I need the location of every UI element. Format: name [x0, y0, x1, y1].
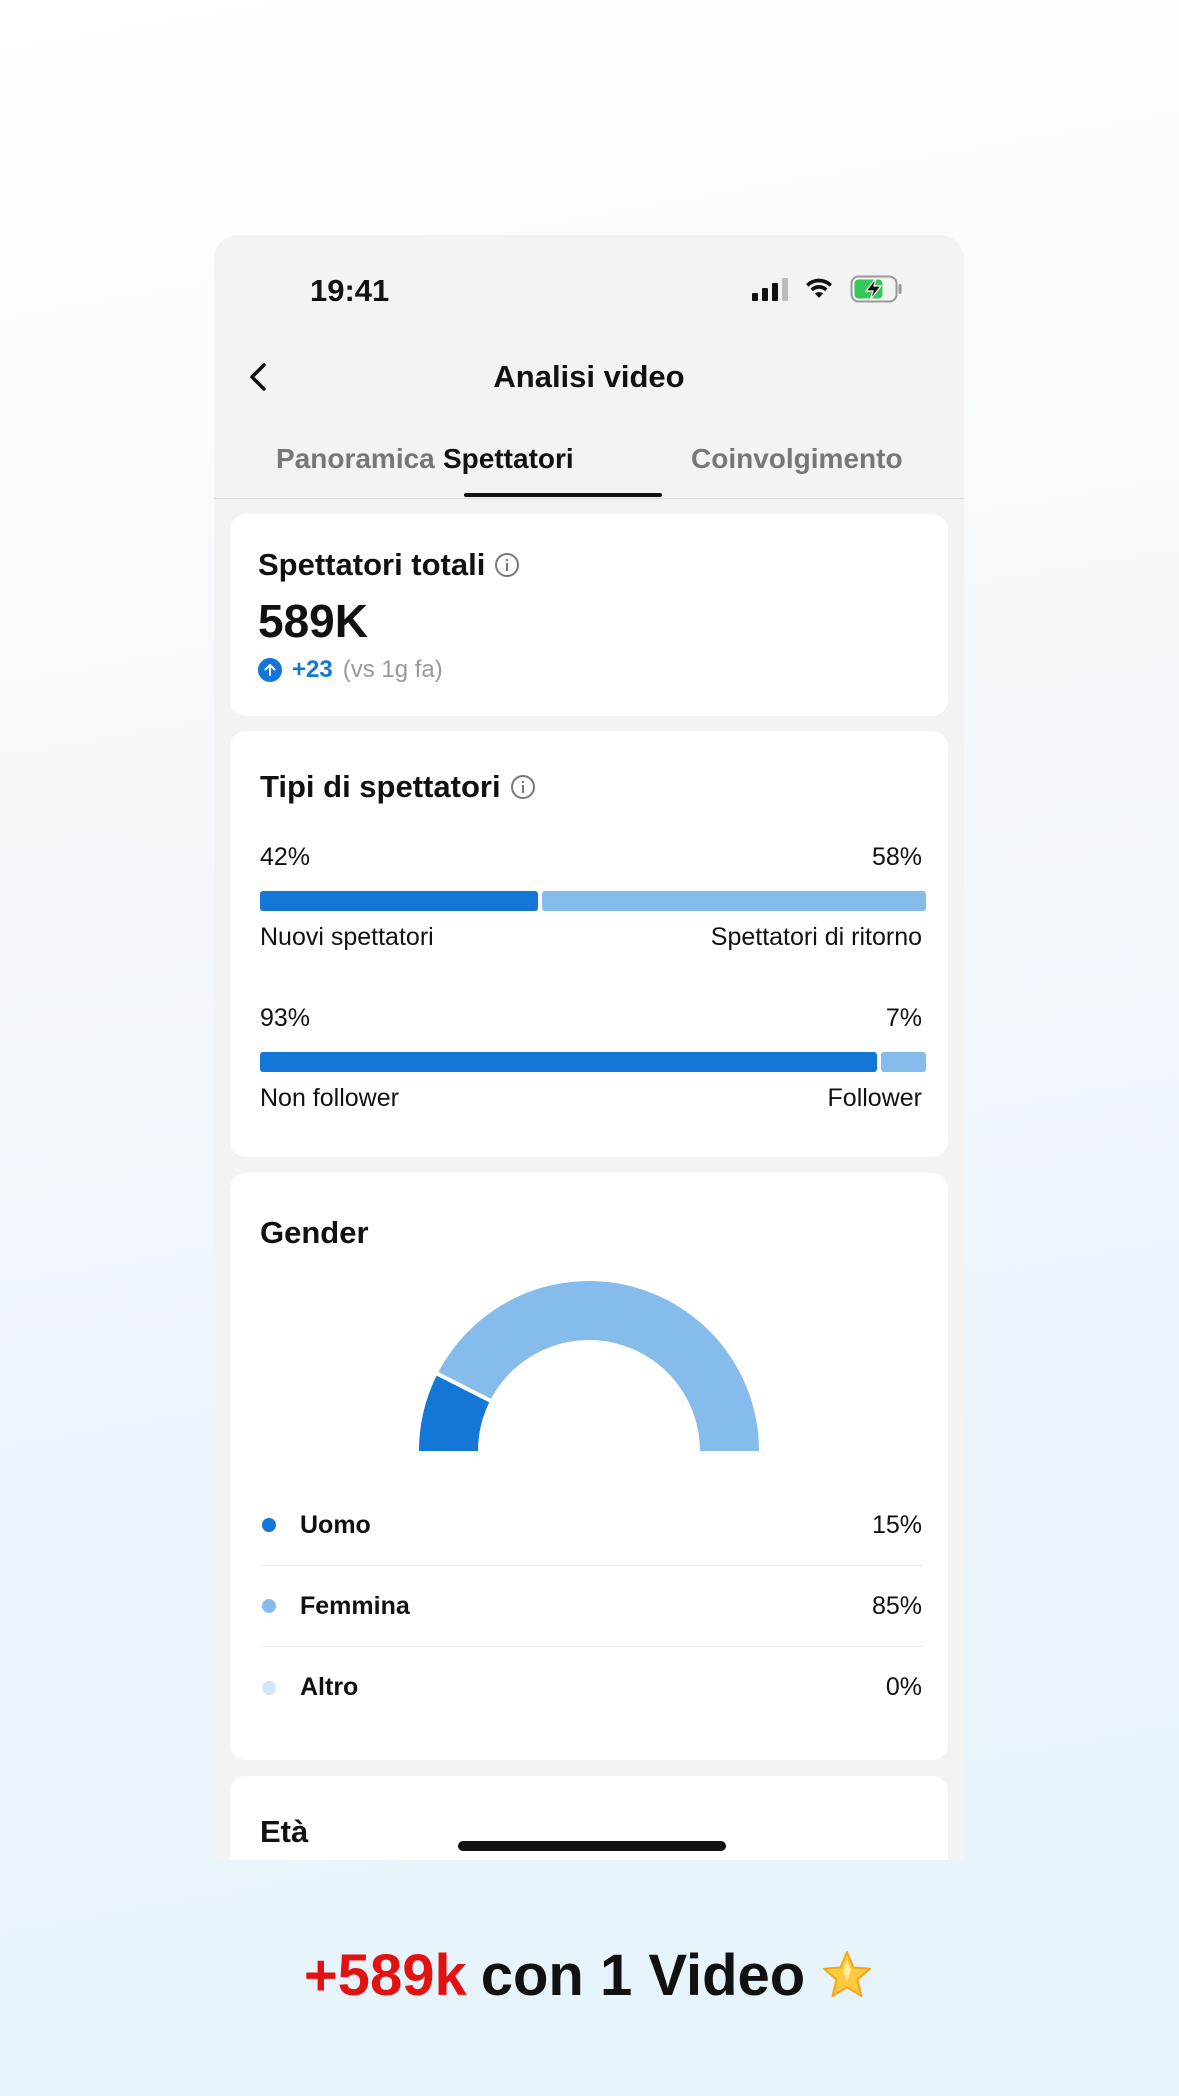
- legend-row-altro: Altro 0%: [260, 1647, 922, 1728]
- trend-delta: +23: [292, 656, 333, 683]
- legend-name-uomo: Uomo: [300, 1510, 371, 1539]
- signal-icon: [752, 277, 788, 301]
- non-follower-bar: [260, 1052, 877, 1072]
- follower-bar: [881, 1052, 926, 1072]
- caption-accent: +589k: [303, 1943, 467, 2008]
- age-title: Età: [260, 1814, 309, 1849]
- trend: +23 (vs 1g fa): [258, 656, 443, 684]
- new-viewers-bar: [260, 891, 538, 911]
- returning-viewers-bar: [542, 891, 926, 911]
- returning-viewers-pct: 58%: [871, 843, 922, 871]
- tab-panoramica[interactable]: Panoramica: [276, 443, 435, 474]
- legend-name-femmina: Femmina: [300, 1591, 410, 1620]
- viewer-types-title: Tipi di spettatori: [260, 769, 535, 805]
- legend-row-femmina: Femmina 85%: [260, 1566, 922, 1647]
- follower-pct: 7%: [885, 1004, 922, 1032]
- follower-label: Follower: [827, 1084, 922, 1112]
- new-viewers-pct: 42%: [260, 843, 311, 871]
- tab-coinvolgimento[interactable]: Coinvolgimento: [691, 443, 903, 474]
- tab-spettatori[interactable]: Spettatori: [443, 443, 574, 474]
- total-viewers-title-text: Spettatori totali: [258, 547, 486, 582]
- legend-value-uomo: 15%: [871, 1510, 922, 1539]
- gauge-separator: [434, 1371, 493, 1404]
- star-icon: [819, 1948, 875, 2004]
- active-tab-indicator: [464, 493, 662, 497]
- status-time: 19:41: [310, 273, 390, 308]
- info-icon[interactable]: [510, 775, 535, 799]
- legend-dot-altro: [262, 1680, 276, 1695]
- promo-caption: +589k con 1 Video: [0, 1942, 1179, 2009]
- returning-viewers-label: Spettatori di ritorno: [710, 923, 922, 951]
- legend-dot-uomo: [262, 1518, 276, 1532]
- phone-screen: 19:41 Analisi video Panoramica: [214, 235, 964, 1860]
- home-indicator[interactable]: [458, 1841, 726, 1851]
- gauge-segment-femmina: [437, 1281, 759, 1451]
- wifi-icon: [804, 278, 834, 300]
- viewer-types-title-text: Tipi di spettatori: [260, 769, 501, 804]
- new-viewers-label: Nuovi spettatori: [260, 923, 434, 951]
- legend-value-femmina: 85%: [871, 1591, 922, 1620]
- caption-text: con 1 Video: [480, 1943, 806, 2008]
- total-viewers-value: 589K: [258, 595, 368, 647]
- legend-dot-femmina: [262, 1599, 276, 1613]
- non-follower-label: Non follower: [260, 1084, 399, 1112]
- battery-charging-icon: [850, 275, 904, 303]
- gender-gauge-chart: [419, 1281, 759, 1451]
- gender-card: Gender Uomo 15% Femmina 85% Altro 0%: [230, 1173, 948, 1760]
- status-icons: [752, 275, 904, 303]
- total-viewers-card: Spettatori totali 589K +23 (vs 1g fa): [230, 514, 948, 716]
- back-chevron-icon[interactable]: [240, 357, 280, 397]
- tab-bar: Panoramica Spettatori Coinvolgimento: [214, 435, 964, 499]
- legend-row-uomo: Uomo 15%: [260, 1485, 922, 1566]
- viewer-types-card: Tipi di spettatori 42% 58% Nuovi spettat…: [230, 731, 948, 1157]
- gender-title: Gender: [260, 1215, 369, 1250]
- legend-name-altro: Altro: [300, 1673, 359, 1701]
- info-icon[interactable]: [495, 553, 520, 577]
- arrow-up-icon: [258, 658, 282, 682]
- page-title: Analisi video: [493, 359, 685, 394]
- total-viewers-title: Spettatori totali: [258, 547, 520, 583]
- trend-compare: (vs 1g fa): [342, 656, 443, 683]
- legend-value-altro: 0%: [885, 1673, 922, 1701]
- non-follower-pct: 93%: [260, 1004, 311, 1032]
